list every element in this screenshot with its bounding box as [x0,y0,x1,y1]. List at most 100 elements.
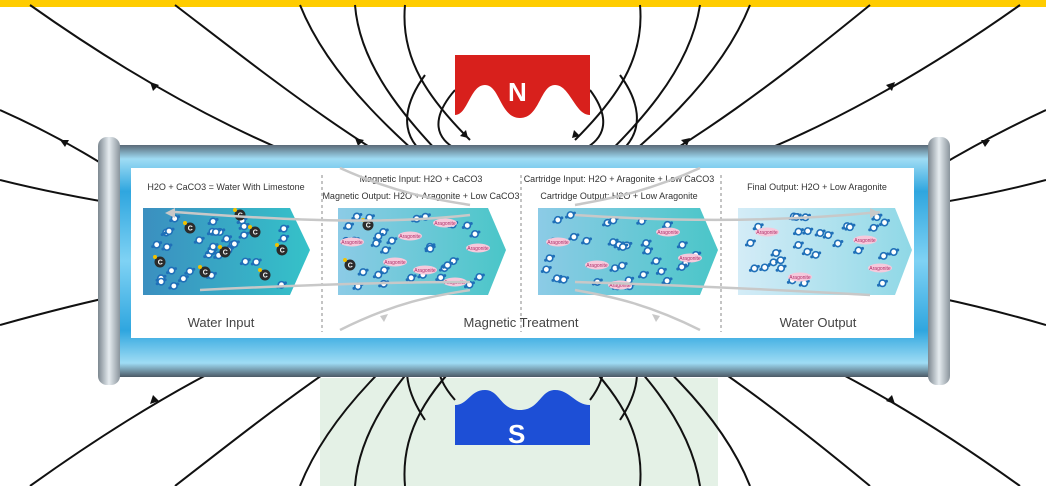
aragonite-label: Aragonite [414,268,436,274]
water-molecule [637,270,649,279]
carbon-label: C [223,250,228,257]
water-molecule [617,242,629,251]
water-molecule [221,234,233,243]
water-molecule [868,223,880,232]
grey-arrowheads [165,208,880,322]
water-molecule [207,242,219,251]
water-molecule [278,224,290,233]
stage-4-labels: Final Output: H2O + Low Aragonite Water … [747,182,887,330]
water-molecule [752,222,764,231]
water-molecule [832,239,844,248]
aragonite-label: Aragonite [547,240,569,246]
water-molecule [822,231,834,240]
aragonite-label: Aragonite [399,234,421,240]
water-molecule [792,227,804,236]
water-molecule [792,241,804,250]
carbonate-molecule: C [258,268,271,281]
water-molecule [278,234,290,243]
water-molecule [810,250,822,259]
water-molecule [163,227,175,236]
aragonite-particle: Aragonite [585,260,609,270]
carbon-label: C [263,273,268,280]
water-molecule [380,246,392,255]
water-molecule [238,231,250,240]
water-molecule [442,261,454,270]
water-molecule [544,254,556,263]
aragonite-label: Aragonite [467,246,489,252]
water-molecule [469,230,481,239]
aragonite-label: Aragonite [756,230,778,236]
pipe-right-cap [928,137,950,385]
water-molecule [250,258,262,267]
carbon-label: C [203,270,208,277]
water-molecule [650,257,662,266]
water-molecule [775,256,787,265]
water-molecule [161,242,173,251]
water-molecule [540,265,552,274]
aragonite-particle: Aragonite [466,243,490,253]
aragonite-particle: Aragonite [788,272,812,282]
aragonite-particle: Aragonite [755,227,779,237]
aragonite-label: Aragonite [341,240,363,246]
carbonate-molecule: C [218,245,231,258]
stage-3-header-line-1: Cartridge Input: H2O + Aragonite + Low C… [524,174,715,184]
stage-2-header-line-1: Magnetic Input: H2O + CaCO3 [360,174,483,184]
water-molecule [878,251,890,260]
water-molecule [640,239,652,248]
water-molecule [166,266,178,275]
water-molecule [558,275,570,284]
water-molecule [802,227,814,236]
carbon-label: C [158,260,163,267]
water-molecule [798,279,810,288]
center-title: Magnetic Treatment [464,315,579,330]
water-molecule [655,267,667,276]
carbon-label: C [188,226,193,233]
water-molecule [207,217,219,226]
carbon-label: C [348,263,353,270]
water-molecule [370,239,382,248]
water-molecule [676,262,688,271]
water-molecule [552,215,564,224]
water-molecule [748,264,760,273]
aragonite-particle: Aragonite [546,237,570,247]
aragonite-particle: Aragonite [413,265,437,275]
aragonite-label: Aragonite [434,221,456,227]
carbonate-molecule: C [248,225,261,238]
aragonite-label: Aragonite [869,266,891,272]
water-molecule [844,223,856,232]
water-molecule [744,239,756,248]
carbonate-molecule: C [153,255,166,268]
aragonite-label: Aragonite [586,263,608,269]
water-molecule [238,222,250,231]
carbonate-molecule: C [275,243,288,256]
aragonite-label: Aragonite [384,260,406,266]
water-molecule [424,244,436,253]
aragonite-particle: Aragonite [678,253,702,263]
stage-4-header-line-1: Final Output: H2O + Low Aragonite [747,182,887,192]
water-molecule [581,236,593,245]
water-molecule [616,261,628,270]
aragonite-particle: Aragonite [433,218,457,228]
stage-1-labels: H2O + CaCO3 = Water With Limestone Water… [147,182,304,330]
carbon-label: C [366,223,371,230]
water-molecule [568,232,580,241]
north-label: N [508,77,527,107]
water-molecule [801,247,813,256]
water-molecule [239,257,251,266]
aragonite-particle: Aragonite [608,280,632,290]
top-accent-bar [0,0,1046,7]
aragonite-label: Aragonite [679,256,701,262]
water-molecule [386,236,398,245]
grey-field-lines-overlay [174,166,881,332]
aragonite-particle: Aragonite [398,231,422,241]
water-molecule [372,270,384,279]
north-magnet: N [455,55,590,118]
water-molecule [168,281,180,290]
water-molecule [876,279,888,288]
water-molecule [853,246,865,255]
water-molecule [461,221,473,230]
carbonate-molecule: C [183,221,196,234]
